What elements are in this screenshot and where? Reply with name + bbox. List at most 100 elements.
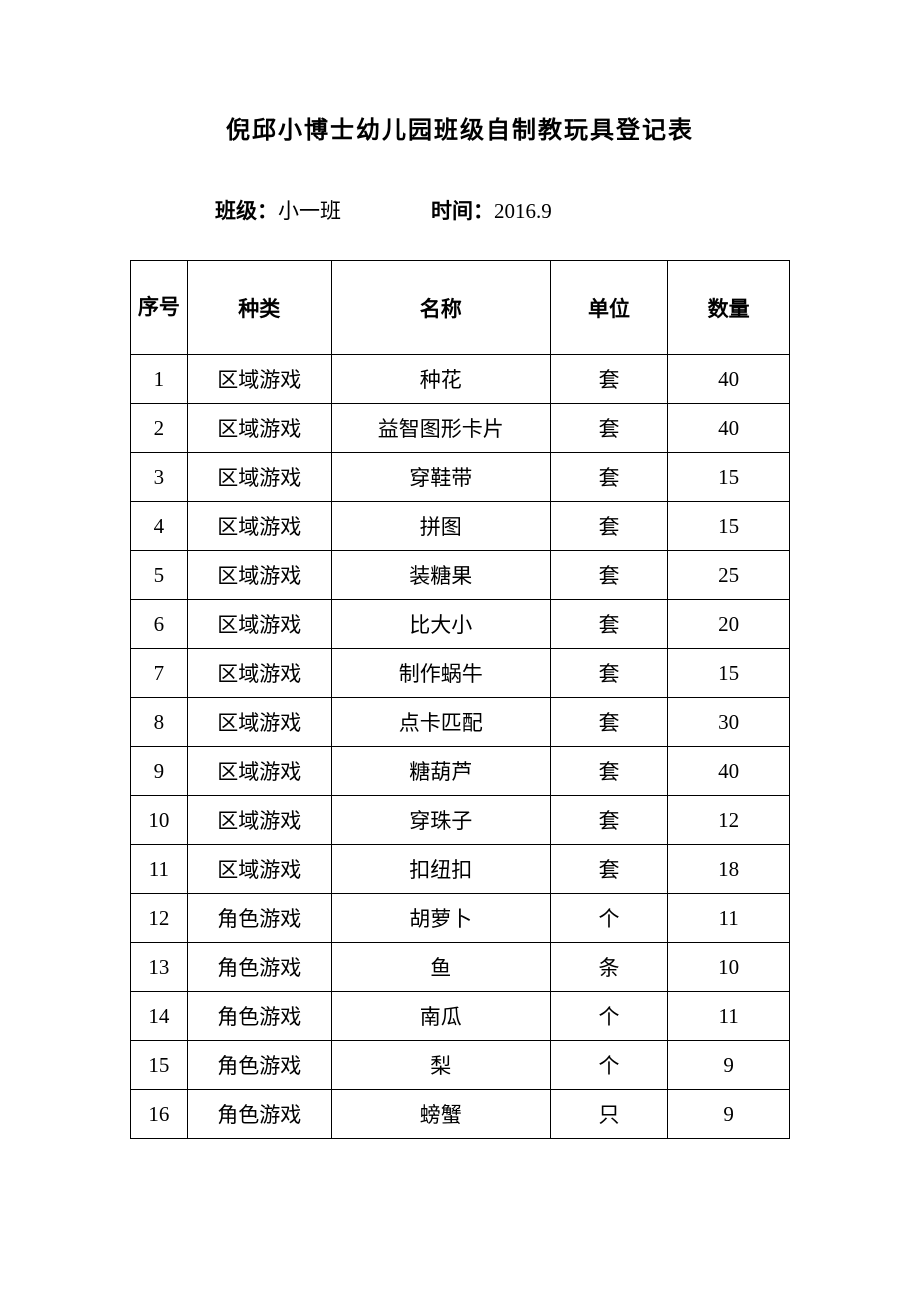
cell-name: 南瓜: [331, 992, 550, 1041]
cell-name: 穿鞋带: [331, 453, 550, 502]
cell-type: 区域游戏: [187, 551, 331, 600]
table-row: 11 区域游戏 扣纽扣 套 18: [131, 845, 790, 894]
cell-name: 比大小: [331, 600, 550, 649]
cell-name: 鱼: [331, 943, 550, 992]
header-unit: 单位: [550, 261, 668, 355]
cell-seq: 7: [131, 649, 188, 698]
cell-name: 穿珠子: [331, 796, 550, 845]
header-qty: 数量: [668, 261, 790, 355]
cell-type: 角色游戏: [187, 894, 331, 943]
cell-seq: 16: [131, 1090, 188, 1139]
table-row: 2 区域游戏 益智图形卡片 套 40: [131, 404, 790, 453]
cell-qty: 40: [668, 404, 790, 453]
document-title: 倪邱小博士幼儿园班级自制教玩具登记表: [130, 110, 790, 145]
cell-seq: 5: [131, 551, 188, 600]
table-row: 6 区域游戏 比大小 套 20: [131, 600, 790, 649]
cell-seq: 11: [131, 845, 188, 894]
cell-type: 区域游戏: [187, 796, 331, 845]
cell-unit: 套: [550, 355, 668, 404]
cell-seq: 6: [131, 600, 188, 649]
cell-seq: 13: [131, 943, 188, 992]
cell-type: 区域游戏: [187, 600, 331, 649]
cell-qty: 40: [668, 355, 790, 404]
table-row: 12 角色游戏 胡萝卜 个 11: [131, 894, 790, 943]
cell-seq: 1: [131, 355, 188, 404]
cell-type: 区域游戏: [187, 355, 331, 404]
cell-unit: 套: [550, 404, 668, 453]
cell-unit: 只: [550, 1090, 668, 1139]
cell-name: 点卡匹配: [331, 698, 550, 747]
cell-qty: 40: [668, 747, 790, 796]
cell-seq: 12: [131, 894, 188, 943]
table-header-row: 序号 种类 名称 单位 数量: [131, 261, 790, 355]
class-group: 班级：小一班: [215, 195, 341, 225]
cell-name: 拼图: [331, 502, 550, 551]
cell-seq: 10: [131, 796, 188, 845]
cell-unit: 套: [550, 453, 668, 502]
time-value: 2016.9: [494, 199, 552, 223]
cell-unit: 套: [550, 600, 668, 649]
table-row: 10 区域游戏 穿珠子 套 12: [131, 796, 790, 845]
registration-table: 序号 种类 名称 单位 数量 1 区域游戏 种花 套 40 2 区域游戏 益智图…: [130, 260, 790, 1139]
cell-name: 螃蟹: [331, 1090, 550, 1139]
cell-qty: 9: [668, 1041, 790, 1090]
time-label: 时间：: [431, 199, 494, 223]
cell-unit: 个: [550, 1041, 668, 1090]
table-row: 9 区域游戏 糖葫芦 套 40: [131, 747, 790, 796]
table-row: 14 角色游戏 南瓜 个 11: [131, 992, 790, 1041]
cell-name: 糖葫芦: [331, 747, 550, 796]
header-name: 名称: [331, 261, 550, 355]
cell-seq: 15: [131, 1041, 188, 1090]
cell-type: 区域游戏: [187, 747, 331, 796]
table-row: 7 区域游戏 制作蜗牛 套 15: [131, 649, 790, 698]
class-label: 班级：: [215, 199, 278, 223]
cell-name: 梨: [331, 1041, 550, 1090]
cell-unit: 套: [550, 502, 668, 551]
table-row: 5 区域游戏 装糖果 套 25: [131, 551, 790, 600]
cell-type: 角色游戏: [187, 1041, 331, 1090]
cell-unit: 套: [550, 845, 668, 894]
cell-name: 胡萝卜: [331, 894, 550, 943]
cell-qty: 18: [668, 845, 790, 894]
table-body: 1 区域游戏 种花 套 40 2 区域游戏 益智图形卡片 套 40 3 区域游戏…: [131, 355, 790, 1139]
header-seq: 序号: [131, 261, 188, 355]
cell-seq: 4: [131, 502, 188, 551]
cell-type: 区域游戏: [187, 698, 331, 747]
cell-qty: 15: [668, 649, 790, 698]
cell-seq: 14: [131, 992, 188, 1041]
cell-qty: 20: [668, 600, 790, 649]
cell-name: 扣纽扣: [331, 845, 550, 894]
cell-qty: 15: [668, 502, 790, 551]
cell-unit: 套: [550, 747, 668, 796]
cell-qty: 10: [668, 943, 790, 992]
table-row: 15 角色游戏 梨 个 9: [131, 1041, 790, 1090]
cell-type: 区域游戏: [187, 649, 331, 698]
cell-seq: 3: [131, 453, 188, 502]
cell-unit: 套: [550, 698, 668, 747]
cell-type: 区域游戏: [187, 502, 331, 551]
cell-qty: 30: [668, 698, 790, 747]
cell-name: 益智图形卡片: [331, 404, 550, 453]
cell-unit: 套: [550, 796, 668, 845]
cell-unit: 套: [550, 649, 668, 698]
cell-qty: 25: [668, 551, 790, 600]
cell-name: 装糖果: [331, 551, 550, 600]
cell-type: 区域游戏: [187, 404, 331, 453]
cell-type: 角色游戏: [187, 943, 331, 992]
class-value: 小一班: [278, 199, 341, 223]
cell-type: 区域游戏: [187, 453, 331, 502]
cell-type: 角色游戏: [187, 1090, 331, 1139]
header-type: 种类: [187, 261, 331, 355]
cell-qty: 9: [668, 1090, 790, 1139]
time-group: 时间：2016.9: [431, 195, 552, 225]
cell-qty: 11: [668, 894, 790, 943]
cell-qty: 15: [668, 453, 790, 502]
cell-unit: 个: [550, 992, 668, 1041]
table-row: 1 区域游戏 种花 套 40: [131, 355, 790, 404]
cell-type: 角色游戏: [187, 992, 331, 1041]
table-row: 4 区域游戏 拼图 套 15: [131, 502, 790, 551]
cell-seq: 8: [131, 698, 188, 747]
cell-qty: 11: [668, 992, 790, 1041]
cell-name: 制作蜗牛: [331, 649, 550, 698]
cell-name: 种花: [331, 355, 550, 404]
